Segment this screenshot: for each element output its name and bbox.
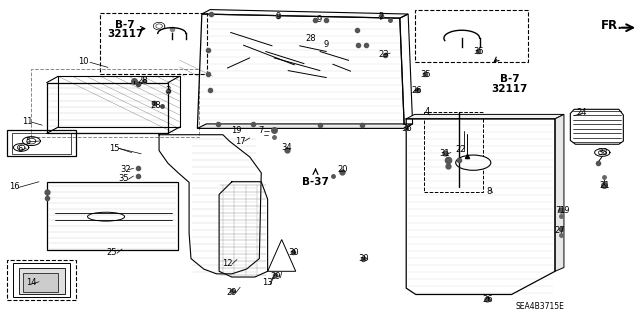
Text: 9: 9 <box>276 12 281 21</box>
Text: 22: 22 <box>455 145 466 154</box>
Bar <box>424 112 483 192</box>
Bar <box>7 260 76 300</box>
Text: 28: 28 <box>150 101 161 110</box>
Text: 32117: 32117 <box>107 29 143 39</box>
Text: 19: 19 <box>232 126 242 135</box>
Text: 26: 26 <box>482 295 493 304</box>
Text: 25: 25 <box>107 248 117 257</box>
Text: 33: 33 <box>597 148 607 157</box>
Bar <box>47 182 177 250</box>
Text: 24: 24 <box>577 108 587 117</box>
Text: 35: 35 <box>473 47 484 56</box>
Polygon shape <box>555 115 564 271</box>
Polygon shape <box>570 109 623 144</box>
Text: B-37: B-37 <box>302 177 329 187</box>
Text: 10: 10 <box>79 57 89 66</box>
Text: 32: 32 <box>120 165 131 174</box>
Polygon shape <box>406 115 564 119</box>
Text: 34: 34 <box>282 143 292 152</box>
Text: 30: 30 <box>358 254 369 263</box>
Text: 31: 31 <box>439 149 450 158</box>
Polygon shape <box>197 124 413 128</box>
Text: 29: 29 <box>270 272 280 281</box>
Text: 35: 35 <box>420 70 431 79</box>
Ellipse shape <box>456 155 491 170</box>
Bar <box>100 13 207 74</box>
Text: B-7: B-7 <box>500 74 520 85</box>
Text: 15: 15 <box>109 144 120 153</box>
Bar <box>13 263 70 297</box>
Bar <box>23 273 58 292</box>
Text: 30: 30 <box>288 248 298 257</box>
Text: 28: 28 <box>137 76 148 85</box>
Text: SEA4B3715E: SEA4B3715E <box>516 302 564 311</box>
Text: 36: 36 <box>401 124 412 133</box>
Text: 29: 29 <box>227 288 237 297</box>
Text: 17: 17 <box>235 137 246 145</box>
Text: 4: 4 <box>425 108 430 116</box>
Text: 9: 9 <box>324 40 329 49</box>
Bar <box>47 83 168 133</box>
Text: 7: 7 <box>259 126 264 135</box>
Text: 3: 3 <box>165 86 171 95</box>
Text: 9: 9 <box>316 15 321 24</box>
Bar <box>19 268 65 294</box>
Text: 2: 2 <box>378 12 383 21</box>
Bar <box>7 130 76 156</box>
Text: 5: 5 <box>25 137 30 145</box>
Text: 23: 23 <box>378 49 389 59</box>
Text: 11: 11 <box>22 117 33 126</box>
Text: 26: 26 <box>412 86 422 95</box>
Text: FR.: FR. <box>601 19 623 32</box>
Text: 8: 8 <box>486 187 492 197</box>
Text: 32117: 32117 <box>492 84 528 94</box>
Text: 19: 19 <box>559 206 570 215</box>
Text: 14: 14 <box>26 278 36 287</box>
Bar <box>31 69 198 137</box>
Text: 6: 6 <box>17 145 22 154</box>
Bar <box>415 10 528 62</box>
Text: 28: 28 <box>306 34 316 43</box>
Text: 16: 16 <box>10 182 20 191</box>
Text: 7: 7 <box>556 206 561 215</box>
Bar <box>12 133 71 154</box>
Text: 20: 20 <box>337 165 348 174</box>
Text: 27: 27 <box>555 226 565 234</box>
Text: B-7: B-7 <box>115 19 135 30</box>
Ellipse shape <box>88 212 125 221</box>
Text: 21: 21 <box>599 181 609 190</box>
Text: 35: 35 <box>118 174 129 183</box>
Text: 12: 12 <box>222 259 233 268</box>
Text: 13: 13 <box>262 278 273 287</box>
